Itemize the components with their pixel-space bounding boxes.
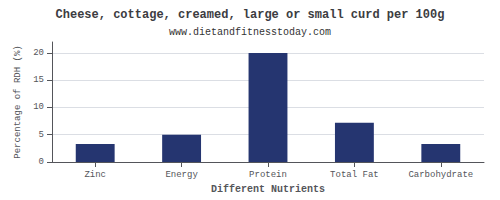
svg-text:Total Fat: Total Fat bbox=[330, 170, 379, 180]
svg-text:Protein: Protein bbox=[249, 170, 287, 180]
svg-text:Carbohydrate: Carbohydrate bbox=[408, 170, 473, 180]
svg-text:20: 20 bbox=[33, 48, 44, 58]
svg-text:Percentage of RDH (%): Percentage of RDH (%) bbox=[13, 45, 23, 158]
svg-text:Energy: Energy bbox=[165, 170, 198, 180]
svg-text:Cheese, cottage, creamed, larg: Cheese, cottage, creamed, large or small… bbox=[56, 8, 445, 22]
svg-text:10: 10 bbox=[33, 102, 44, 112]
svg-text:0: 0 bbox=[39, 157, 44, 167]
svg-text:15: 15 bbox=[33, 75, 44, 85]
svg-text:Zinc: Zinc bbox=[84, 170, 106, 180]
svg-text:www.dietandfitnesstoday.com: www.dietandfitnesstoday.com bbox=[169, 27, 331, 38]
svg-text:5: 5 bbox=[39, 130, 44, 140]
svg-text:Different Nutrients: Different Nutrients bbox=[211, 184, 325, 195]
